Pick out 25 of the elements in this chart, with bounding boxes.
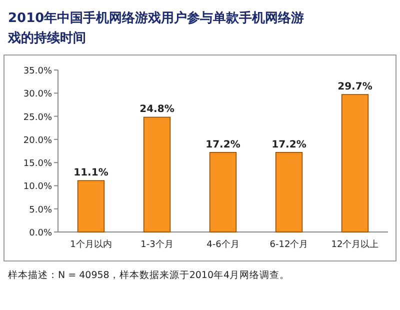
data-label: 11.1% (74, 168, 108, 179)
bar (143, 116, 171, 232)
y-tick-label: 25.0% (23, 112, 52, 123)
data-label: 29.7% (338, 82, 372, 93)
bar (275, 152, 303, 232)
bar (77, 180, 105, 232)
y-tick-label: 0.0% (29, 228, 52, 238)
data-label: 24.8% (140, 104, 174, 116)
data-label: 17.2% (272, 139, 306, 150)
x-tick-label: 12个月以上 (331, 239, 379, 250)
y-tick-label: 15.0% (23, 159, 52, 170)
chart-title: 2010年中国手机网络游戏用户参与单款手机网络游戏的持续时间 (7, 10, 304, 46)
y-tick-label: 10.0% (23, 182, 52, 192)
bar (209, 152, 237, 232)
y-tick-label: 5.0% (29, 205, 52, 216)
x-tick-label: 1-3个月 (140, 239, 174, 250)
x-tick-label: 1个月以内 (70, 239, 112, 250)
y-tick-label: 35.0% (23, 66, 52, 76)
y-tick-label: 30.0% (23, 90, 52, 100)
y-tick-label: 20.0% (23, 136, 52, 146)
x-tick-label: 6-12个月 (270, 239, 308, 250)
bar (341, 94, 369, 232)
x-tick-label: 4-6个月 (206, 239, 240, 250)
text: 样本描述：N = 40958，样本数据来源于2010年4月网络调查。 (8, 269, 290, 281)
data-label: 17.2% (206, 139, 240, 150)
